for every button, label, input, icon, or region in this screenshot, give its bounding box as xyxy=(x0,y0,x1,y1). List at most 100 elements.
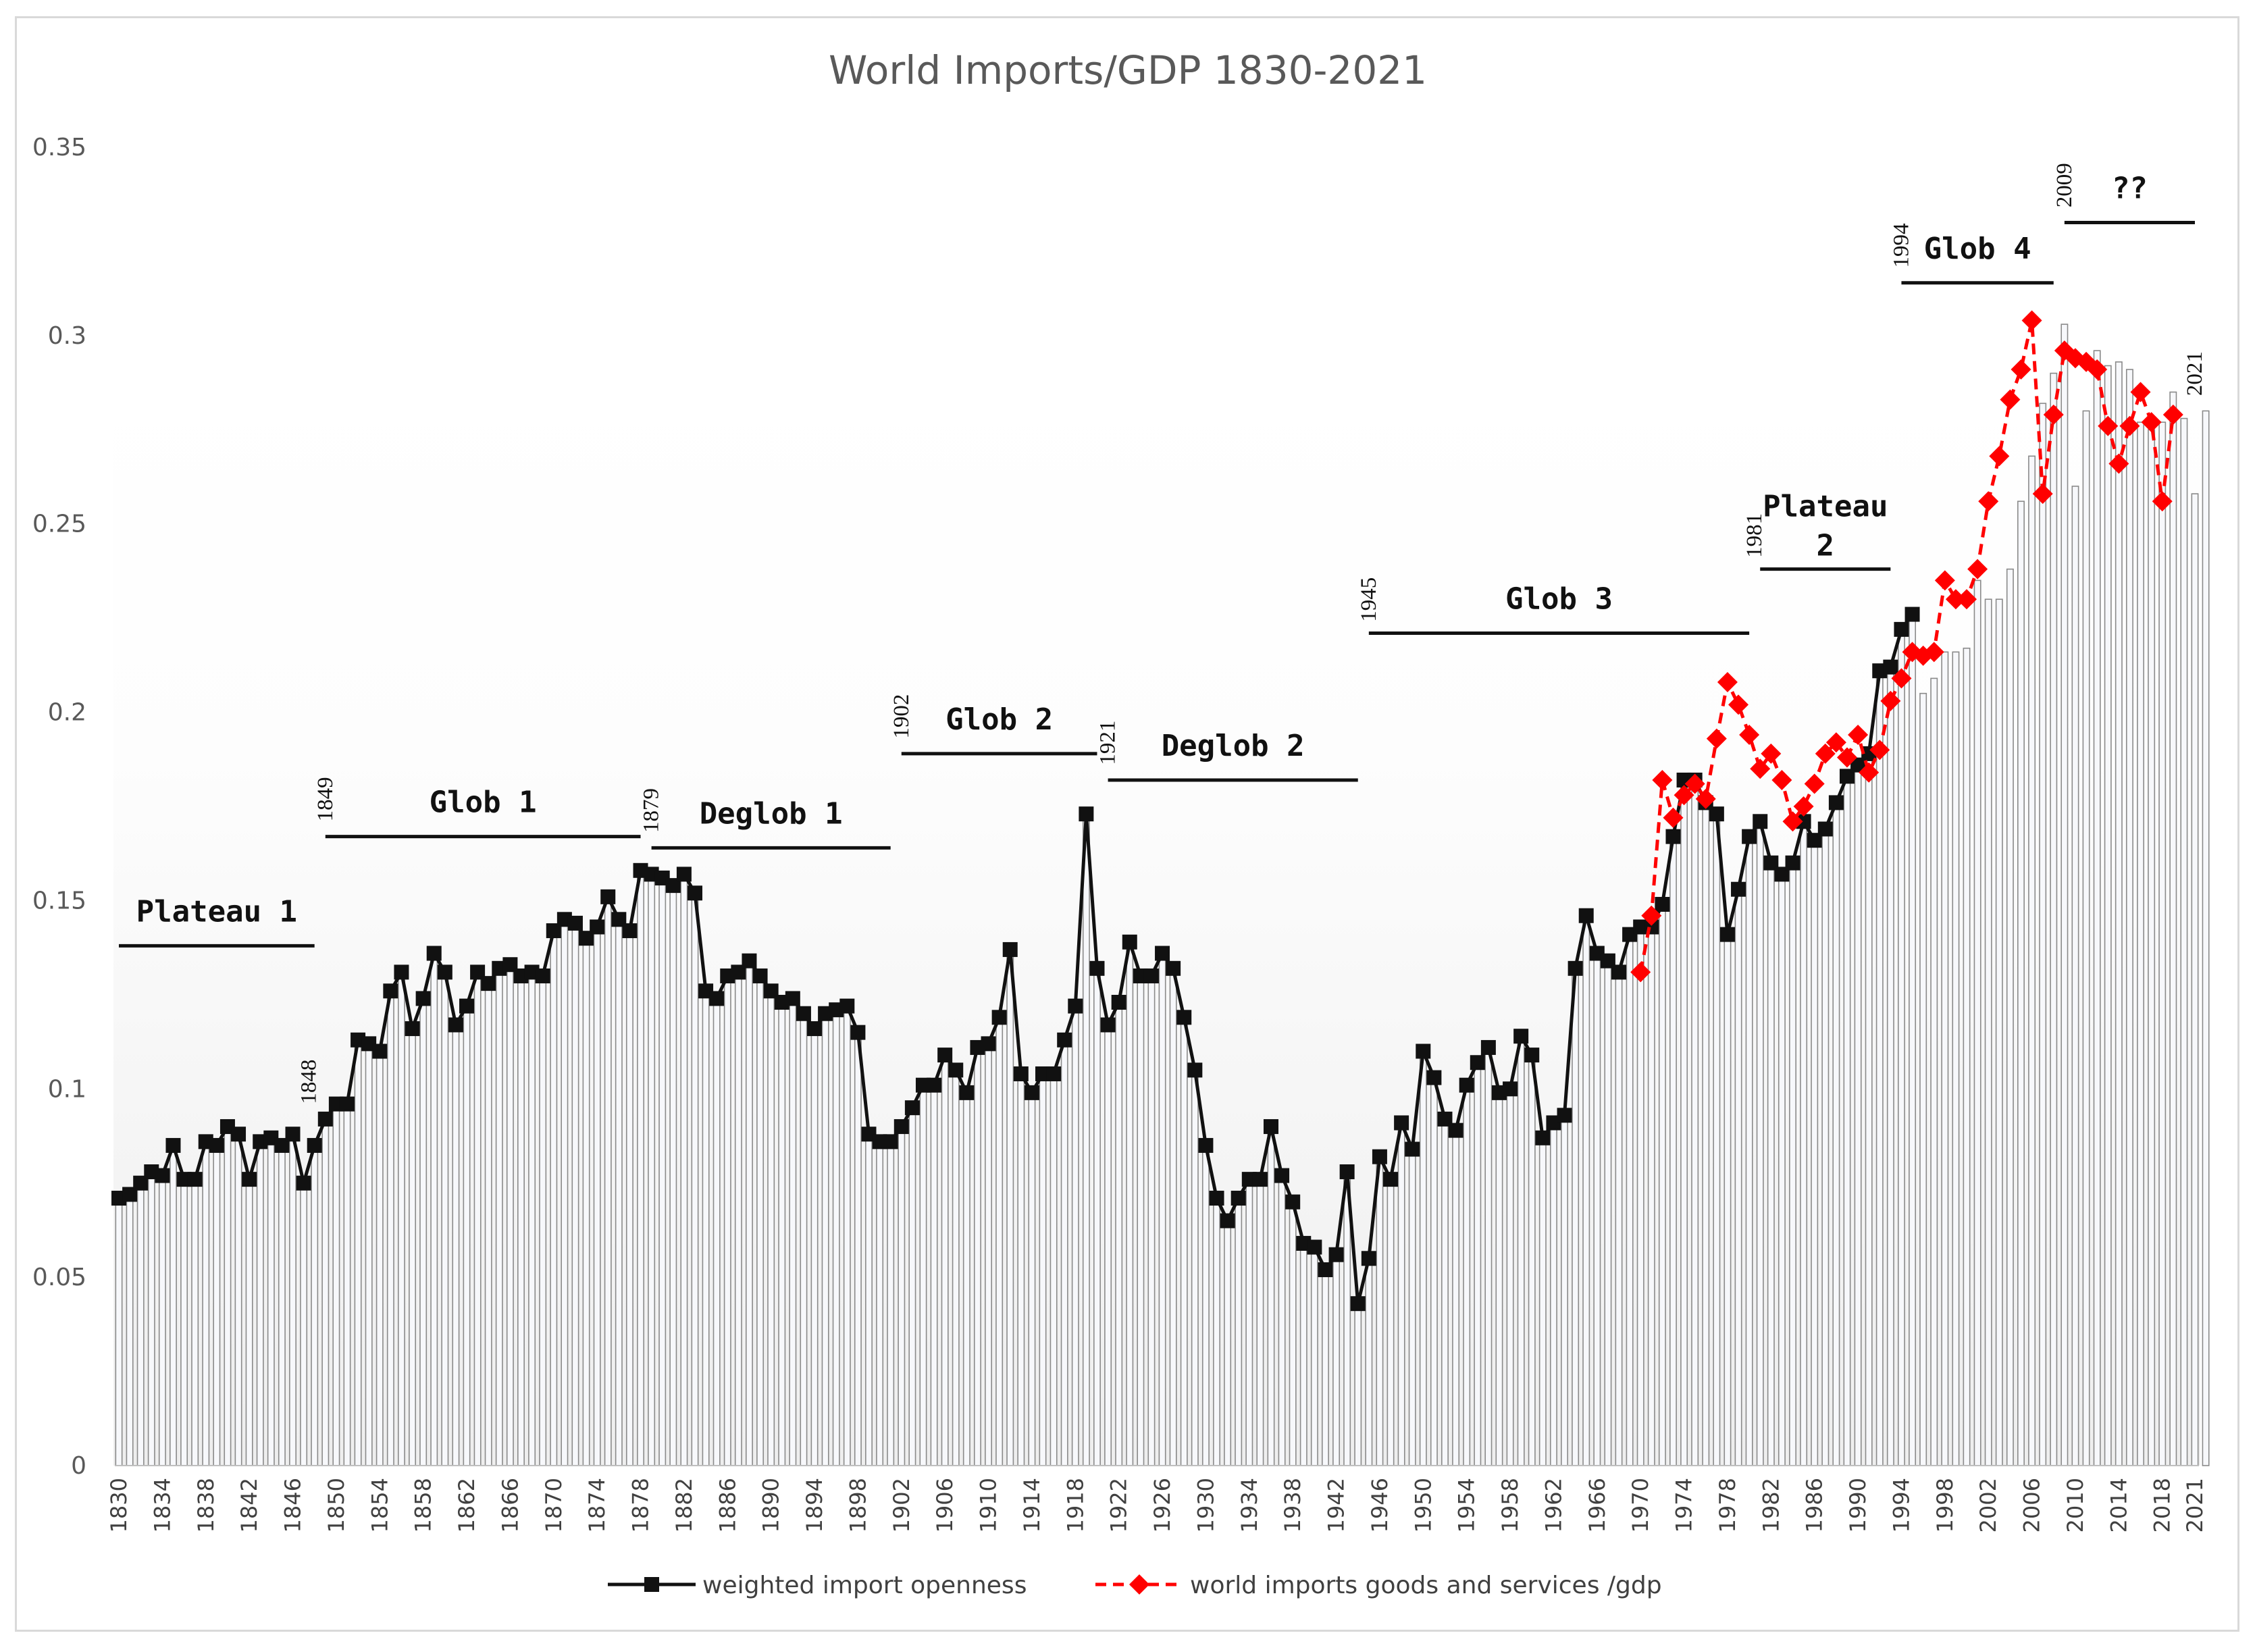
bar-1853 xyxy=(365,1043,373,1466)
period-annotations: Plateau 1 Glob 1 Deglob 1 Glob 2 Deglob 2 Glo… xyxy=(119,163,2207,1104)
point-weighted-import-openness-1985 xyxy=(1796,814,1811,829)
period-label-plateau-2-line2: 2 xyxy=(1817,529,1835,563)
point-world-imports-gdp-2000 xyxy=(1956,589,1977,610)
bar-1899 xyxy=(865,1133,873,1466)
bar-1991 xyxy=(1865,753,1873,1466)
bar-1848 xyxy=(311,1145,319,1466)
bar-1938 xyxy=(1289,1201,1297,1466)
bar-1913 xyxy=(1017,1073,1025,1466)
point-weighted-import-openness-1841 xyxy=(231,1127,247,1142)
x-tick-label-2010: 2010 xyxy=(2063,1478,2088,1532)
year-note-1994: 1994 xyxy=(1889,223,1913,267)
point-weighted-import-openness-1858 xyxy=(415,991,431,1006)
point-weighted-import-openness-1889 xyxy=(752,968,768,983)
bar-1832 xyxy=(136,1182,145,1466)
point-weighted-import-openness-1981 xyxy=(1753,814,1768,829)
bar-1897 xyxy=(843,1005,851,1466)
y-tick-label-0: 0 xyxy=(71,1452,86,1480)
bar-1909 xyxy=(973,1047,981,1466)
x-tick-label-1994: 1994 xyxy=(1888,1478,1914,1532)
bar-1933 xyxy=(1235,1197,1243,1466)
point-weighted-import-openness-1987 xyxy=(1817,821,1833,837)
bar-2007 xyxy=(2039,403,2047,1466)
bar-1984 xyxy=(1789,862,1796,1466)
bar-1932 xyxy=(1224,1220,1232,1466)
point-weighted-import-openness-1953 xyxy=(1448,1122,1463,1138)
point-weighted-import-openness-1906 xyxy=(937,1048,953,1063)
point-weighted-import-openness-1983 xyxy=(1774,867,1790,882)
point-weighted-import-openness-1916 xyxy=(1046,1066,1062,1081)
y-tick-label-0.05: 0.05 xyxy=(32,1264,86,1291)
bar-1963 xyxy=(1561,1114,1569,1466)
point-world-imports-gdp-2006 xyxy=(2021,310,2042,331)
bar-1996 xyxy=(1919,692,1927,1466)
point-world-imports-gdp-1987 xyxy=(1815,743,1836,764)
point-weighted-import-openness-1968 xyxy=(1611,964,1627,980)
point-weighted-import-openness-1988 xyxy=(1828,795,1844,810)
bar-1950 xyxy=(1419,1050,1427,1466)
bar-1931 xyxy=(1213,1197,1220,1466)
x-tick-label-1830: 1830 xyxy=(106,1478,132,1532)
point-weighted-import-openness-1863 xyxy=(470,964,486,980)
bar-1970 xyxy=(1636,926,1644,1466)
bar-1924 xyxy=(1137,975,1145,1466)
bar-1919 xyxy=(1082,813,1090,1466)
bar-1908 xyxy=(962,1092,970,1466)
x-tick-label-1914: 1914 xyxy=(1019,1478,1045,1532)
x-tick-label-1866: 1866 xyxy=(497,1478,523,1532)
bar-2015 xyxy=(2125,369,2133,1466)
bar-1902 xyxy=(898,1126,906,1466)
legend-marker-weighted-import-openness xyxy=(644,1577,659,1592)
point-weighted-import-openness-1877 xyxy=(622,923,638,939)
bar-1974 xyxy=(1680,779,1688,1466)
bar-1992 xyxy=(1875,670,1884,1466)
y-tick-label-0.25: 0.25 xyxy=(32,511,86,538)
bar-1851 xyxy=(343,1103,351,1466)
bar-1889 xyxy=(756,975,764,1466)
bar-1978 xyxy=(1723,933,1732,1466)
bar-1981 xyxy=(1756,821,1764,1466)
bar-1903 xyxy=(908,1107,916,1466)
point-weighted-import-openness-1956 xyxy=(1480,1039,1496,1055)
point-weighted-import-openness-1851 xyxy=(339,1096,355,1112)
bar-1918 xyxy=(1071,1005,1079,1466)
point-weighted-import-openness-1902 xyxy=(893,1119,909,1135)
point-weighted-import-openness-1839 xyxy=(209,1137,224,1153)
point-weighted-import-openness-1919 xyxy=(1079,806,1094,822)
point-world-imports-gdp-2003 xyxy=(1989,446,2010,467)
bar-1964 xyxy=(1572,968,1580,1466)
bar-1980 xyxy=(1745,835,1753,1466)
bar-1942 xyxy=(1332,1254,1341,1466)
x-axis: 1830 1834 1838 1842 1846 1850 1854 1858 1862 1866… xyxy=(106,1465,2208,1532)
legend: weighted import openness world imports go… xyxy=(608,1572,1662,1599)
bar-1839 xyxy=(213,1145,221,1466)
x-tick-label-1918: 1918 xyxy=(1062,1478,1088,1532)
x-tick-label-1922: 1922 xyxy=(1106,1478,1132,1532)
bar-2017 xyxy=(2148,429,2156,1466)
bar-1953 xyxy=(1452,1129,1460,1466)
point-weighted-import-openness-1943 xyxy=(1339,1164,1355,1179)
bar-1961 xyxy=(1538,1137,1547,1466)
point-weighted-import-openness-1918 xyxy=(1068,998,1083,1014)
point-world-imports-gdp-1985 xyxy=(1793,796,1814,817)
bar-1954 xyxy=(1463,1084,1471,1466)
point-weighted-import-openness-1866 xyxy=(502,957,518,973)
point-weighted-import-openness-1986 xyxy=(1807,833,1822,848)
point-weighted-import-openness-1973 xyxy=(1665,829,1681,844)
year-note-1921: 1921 xyxy=(1096,721,1120,765)
x-tick-label-1858: 1858 xyxy=(411,1478,436,1532)
point-weighted-import-openness-1930 xyxy=(1198,1137,1214,1153)
bar-1836 xyxy=(180,1179,188,1466)
point-weighted-import-openness-1903 xyxy=(904,1100,920,1116)
point-weighted-import-openness-1888 xyxy=(742,953,757,969)
point-weighted-import-openness-1921 xyxy=(1100,1017,1116,1033)
x-tick-label-2006: 2006 xyxy=(2019,1478,2045,1532)
bar-1910 xyxy=(985,1043,993,1466)
year-note-2021: 2021 xyxy=(2183,351,2207,396)
point-weighted-import-openness-1854 xyxy=(372,1043,388,1059)
point-weighted-import-openness-1960 xyxy=(1524,1048,1540,1063)
point-weighted-import-openness-1993 xyxy=(1883,659,1898,675)
bar-1960 xyxy=(1528,1054,1536,1466)
bar-1975 xyxy=(1691,779,1699,1466)
point-weighted-import-openness-1972 xyxy=(1655,897,1670,912)
